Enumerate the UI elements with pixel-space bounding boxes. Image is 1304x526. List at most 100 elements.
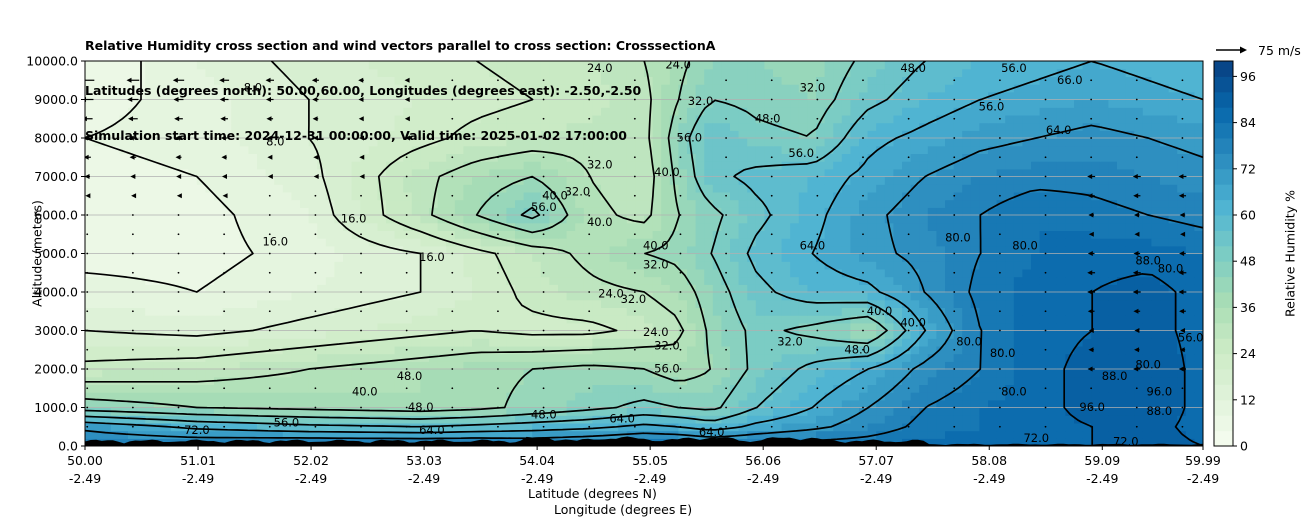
rh-cell (334, 176, 344, 185)
rh-cell (936, 384, 946, 393)
rh-cell (540, 191, 550, 201)
rh-cell (1082, 268, 1092, 278)
rh-cell (343, 161, 353, 170)
rh-cell (265, 168, 275, 178)
rh-cell (859, 253, 869, 262)
rh-cell (618, 268, 628, 278)
rh-cell (755, 153, 765, 162)
rh-cell (446, 215, 456, 224)
rh-cell (489, 399, 499, 409)
rh-cell (704, 276, 714, 285)
rh-cell (1013, 199, 1023, 208)
rh-cell (515, 207, 525, 216)
rh-cell (291, 392, 301, 401)
rh-cell (695, 430, 705, 439)
rh-cell (136, 176, 146, 185)
rh-cell (351, 145, 361, 154)
rh-cell (196, 330, 206, 339)
rh-cell (919, 392, 929, 401)
rh-cell (532, 161, 542, 170)
rh-cell (962, 407, 972, 416)
rh-cell (497, 176, 507, 185)
rh-cell (506, 392, 516, 401)
rh-cell (334, 253, 344, 262)
rh-cell (988, 230, 998, 239)
rh-cell (988, 276, 998, 285)
rh-cell (583, 261, 593, 270)
rh-cell (1082, 168, 1092, 178)
rh-cell (566, 199, 576, 208)
rh-cell (936, 415, 946, 424)
rh-cell (833, 392, 843, 401)
rh-cell (704, 430, 714, 439)
rh-cell (497, 292, 507, 301)
rh-cell (463, 376, 473, 385)
rh-cell (282, 215, 292, 224)
rh-cell (1134, 330, 1144, 339)
rh-cell (945, 415, 955, 424)
rh-cell (343, 422, 353, 432)
rh-cell (549, 284, 559, 293)
rh-cell (652, 268, 662, 278)
rh-cell (910, 253, 920, 262)
rh-cell (102, 422, 112, 432)
rh-cell (833, 330, 843, 339)
rh-cell (824, 191, 834, 201)
rh-cell (377, 176, 387, 185)
rh-cell (721, 245, 731, 255)
rh-cell (119, 376, 129, 385)
rh-cell (239, 145, 249, 154)
rh-cell (300, 322, 310, 332)
rh-cell (695, 245, 705, 255)
rh-cell (1074, 161, 1084, 170)
rh-cell (205, 322, 215, 332)
rh-cell (1065, 215, 1075, 224)
rh-cell (1160, 268, 1170, 278)
rh-cell (807, 168, 817, 178)
rh-cell (1194, 176, 1203, 185)
rh-cell (317, 330, 327, 339)
rh-cell (343, 399, 353, 409)
rh-cell (816, 422, 826, 432)
rh-cell (386, 345, 396, 355)
rh-cell (1142, 153, 1152, 162)
rh-cell (368, 276, 378, 285)
rh-cell (919, 222, 929, 231)
rh-cell (910, 184, 920, 193)
rh-cell (119, 292, 129, 301)
rh-cell (188, 422, 198, 432)
rh-cell (274, 430, 284, 439)
rh-cell (747, 407, 757, 416)
rh-cell (867, 184, 877, 193)
rh-cell (807, 422, 817, 432)
rh-cell (540, 238, 550, 247)
rh-cell (1005, 369, 1015, 378)
rh-cell (979, 292, 989, 301)
rh-cell (558, 353, 568, 362)
rh-cell (291, 161, 301, 170)
rh-cell (102, 276, 112, 285)
rh-cell (1125, 376, 1135, 385)
rh-cell (153, 353, 163, 362)
rh-cell (239, 176, 249, 185)
rh-cell (1039, 438, 1049, 446)
rh-cell (171, 345, 181, 355)
rh-cell (93, 322, 103, 332)
rh-cell (807, 384, 817, 393)
rh-cell (454, 261, 464, 270)
rh-cell (893, 315, 903, 324)
rh-cell (325, 384, 335, 393)
rh-cell (747, 276, 757, 285)
rh-cell (704, 369, 714, 378)
rh-cell (171, 384, 181, 393)
rh-cell (1117, 407, 1127, 416)
rh-cell (618, 199, 628, 208)
rh-cell (773, 191, 783, 201)
rh-cell (368, 184, 378, 193)
rh-cell (566, 184, 576, 193)
rh-cell (592, 315, 602, 324)
rh-cell (781, 191, 791, 201)
rh-cell (910, 330, 920, 339)
rh-cell (248, 422, 258, 432)
rh-cell (592, 407, 602, 416)
